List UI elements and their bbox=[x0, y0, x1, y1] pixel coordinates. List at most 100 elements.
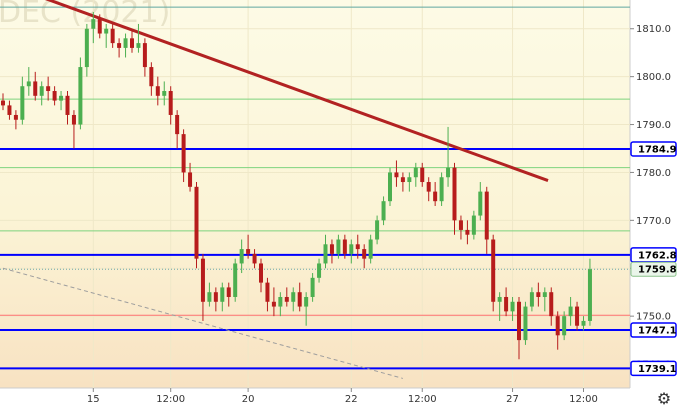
candle-body bbox=[46, 86, 51, 92]
candle bbox=[433, 182, 438, 206]
candle-body bbox=[175, 114, 180, 135]
candle-body bbox=[130, 38, 134, 48]
candle bbox=[407, 172, 412, 192]
candle-body bbox=[71, 114, 76, 125]
candle-body bbox=[562, 316, 567, 336]
candle-body bbox=[510, 301, 515, 312]
candle bbox=[388, 167, 392, 206]
price-tag-label: 1762.8 bbox=[638, 250, 677, 261]
candle-body bbox=[246, 249, 251, 254]
candle-body bbox=[39, 86, 44, 96]
candle-body bbox=[26, 81, 31, 87]
candle bbox=[510, 296, 515, 321]
y-tick-label: 1780.0 bbox=[636, 168, 671, 179]
candle-body bbox=[7, 105, 12, 115]
candle bbox=[310, 273, 315, 302]
price-tag-label: 1747.1 bbox=[638, 326, 677, 337]
price-tag-box bbox=[630, 322, 677, 338]
candle bbox=[568, 296, 573, 326]
candle bbox=[117, 38, 122, 58]
time-axis[interactable] bbox=[0, 388, 630, 411]
price-tag-box bbox=[630, 360, 677, 377]
candle bbox=[368, 234, 373, 264]
candle-body bbox=[271, 301, 276, 307]
candle bbox=[194, 182, 199, 269]
y-tick-label: 1770.0 bbox=[636, 216, 671, 227]
price-tag: 1762.8 bbox=[630, 247, 677, 263]
candle-body bbox=[504, 296, 509, 312]
candle bbox=[13, 110, 18, 130]
x-tick-label: 12:00 bbox=[408, 394, 437, 405]
candle-body bbox=[420, 167, 425, 183]
price-tag-box bbox=[630, 141, 677, 157]
candle-body bbox=[52, 91, 57, 101]
candle-body bbox=[20, 86, 25, 120]
candles bbox=[1, 11, 592, 360]
candle bbox=[149, 62, 154, 96]
candle bbox=[200, 253, 205, 321]
candle-body bbox=[65, 95, 70, 115]
candle bbox=[1, 93, 5, 111]
candle-body bbox=[297, 292, 302, 307]
y-tick-label: 1810.0 bbox=[636, 24, 671, 35]
price-tag-label: 1784.9 bbox=[638, 144, 677, 155]
candle bbox=[375, 215, 380, 245]
price-tag: 1784.9 bbox=[630, 141, 677, 157]
candle bbox=[46, 76, 51, 101]
horizontal-levels bbox=[0, 6, 630, 370]
candle-body bbox=[491, 239, 496, 302]
candle-body bbox=[155, 86, 160, 96]
candle-body bbox=[484, 191, 489, 240]
candle-body bbox=[439, 177, 444, 202]
candle-body bbox=[123, 38, 128, 48]
candle bbox=[504, 287, 509, 317]
candle-body bbox=[181, 134, 186, 173]
gear-icon[interactable]: ⚙ bbox=[656, 389, 672, 408]
x-tick-label: 12:00 bbox=[569, 394, 598, 405]
candle-body bbox=[33, 81, 38, 96]
candle-body bbox=[259, 263, 263, 283]
candle bbox=[323, 234, 328, 269]
candle-body bbox=[446, 167, 451, 178]
candle bbox=[426, 177, 431, 202]
candle bbox=[123, 33, 128, 58]
candle bbox=[155, 76, 160, 106]
x-axis-ticks: 15 12:00 20 22 12:00 27 12:00 bbox=[87, 388, 598, 405]
candle-body bbox=[136, 43, 141, 48]
price-axis[interactable] bbox=[630, 0, 680, 411]
candle bbox=[162, 81, 167, 106]
candle-body bbox=[149, 67, 154, 87]
candle bbox=[20, 76, 25, 125]
candle-body bbox=[362, 249, 367, 259]
candle-body bbox=[517, 301, 521, 341]
candle-body bbox=[13, 114, 18, 120]
candle-body bbox=[304, 296, 309, 307]
candle-body bbox=[549, 292, 554, 317]
candle bbox=[97, 14, 102, 39]
price-tag-label: 1759.8 bbox=[638, 265, 677, 276]
candle bbox=[239, 239, 244, 274]
candle bbox=[446, 126, 451, 187]
candle-body bbox=[194, 186, 199, 259]
candle bbox=[355, 234, 360, 259]
candle bbox=[536, 282, 541, 307]
candle-body bbox=[400, 177, 405, 183]
candle bbox=[465, 220, 470, 245]
candle-body bbox=[555, 316, 560, 336]
candle-body bbox=[104, 28, 109, 34]
candle bbox=[562, 311, 567, 341]
candle-body bbox=[523, 306, 528, 341]
candle-body bbox=[342, 239, 347, 254]
candle-body bbox=[375, 220, 380, 240]
candle bbox=[39, 81, 44, 106]
candle-body bbox=[59, 95, 64, 101]
candle bbox=[549, 287, 554, 326]
candle-body bbox=[1, 100, 5, 106]
candle bbox=[291, 287, 296, 312]
x-tick-label: 15 bbox=[87, 394, 100, 405]
candle bbox=[484, 186, 489, 254]
candle-body bbox=[142, 43, 147, 68]
candle-body bbox=[84, 28, 89, 68]
